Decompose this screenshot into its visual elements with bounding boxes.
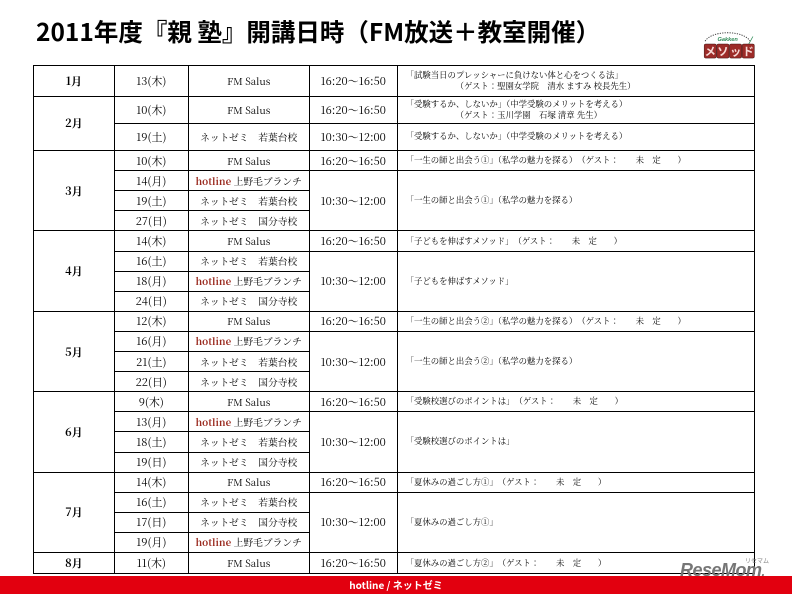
svg-text:ッ: ッ <box>730 43 741 59</box>
svg-text:Gakken: Gakken <box>717 37 738 43</box>
svg-text:ソ: ソ <box>717 43 728 59</box>
svg-text:メ: メ <box>705 43 716 59</box>
svg-text:ド: ド <box>743 43 754 59</box>
